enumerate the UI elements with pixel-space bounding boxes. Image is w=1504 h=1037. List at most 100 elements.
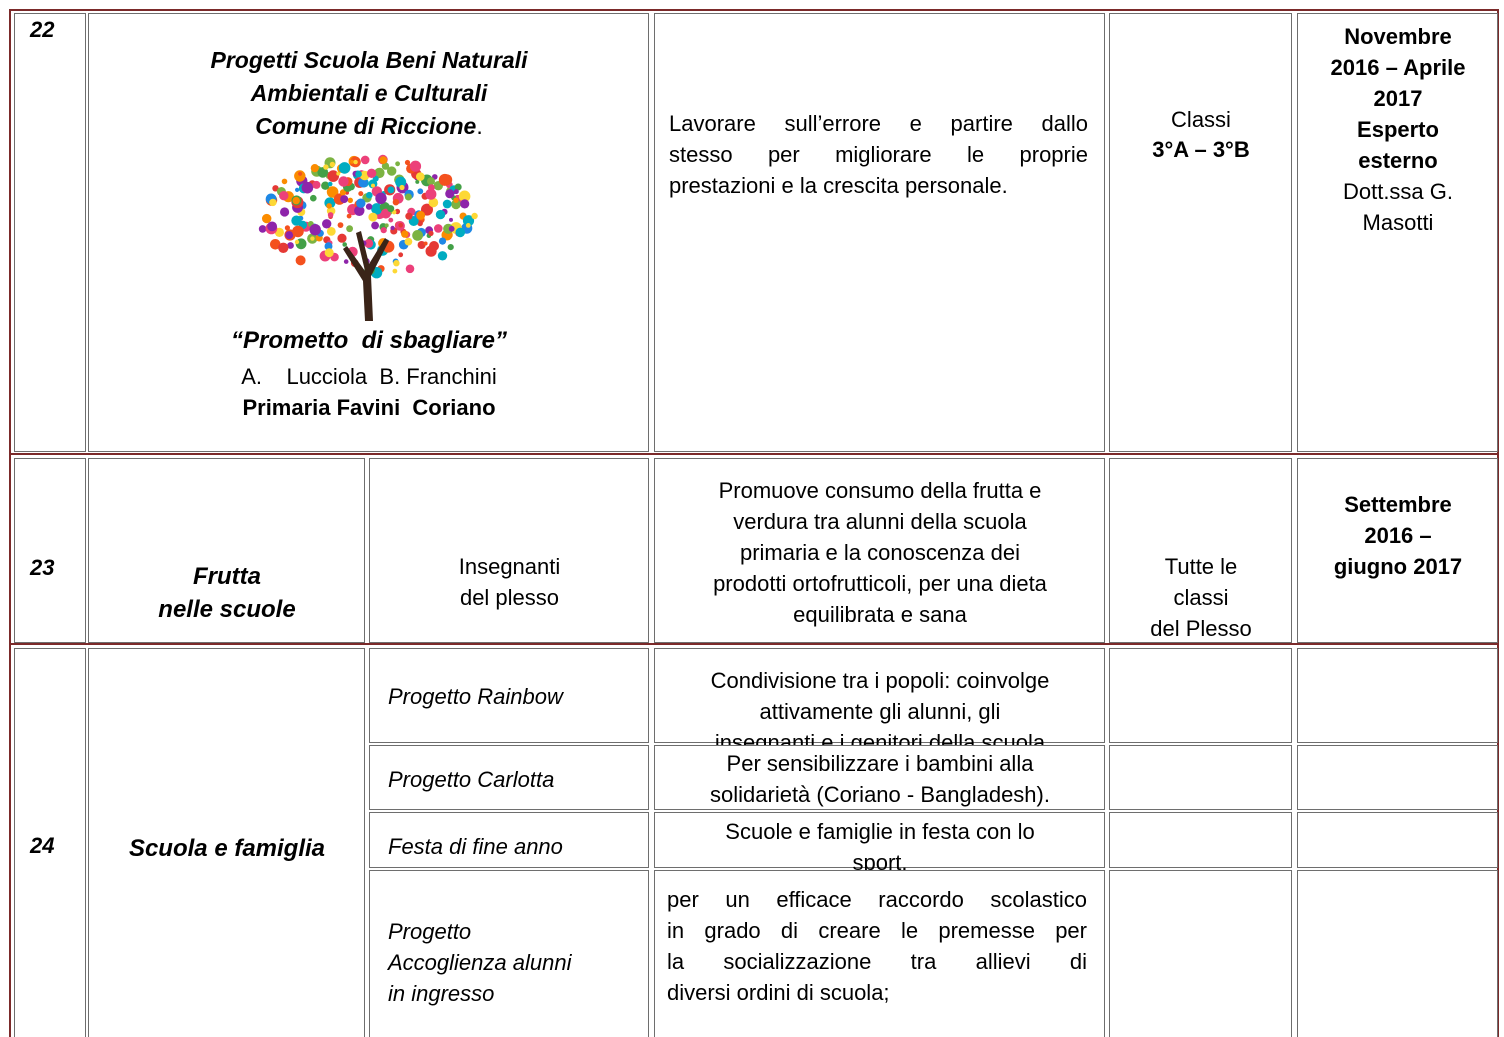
title-line: Frutta	[193, 563, 261, 590]
cell-responsible: Insegnanti del plesso	[369, 458, 649, 643]
tree-leaf	[284, 225, 290, 231]
tree-leaf	[438, 237, 447, 245]
tree-leaf	[379, 156, 388, 164]
tree-leaf	[355, 170, 362, 178]
tree-leaf	[371, 183, 375, 188]
tree-leaf	[462, 215, 475, 227]
tree-leaf	[310, 194, 317, 202]
tree-leaf	[346, 213, 352, 219]
responsible-line: Insegnanti	[458, 554, 561, 579]
row-number: 22	[30, 17, 55, 42]
tree-leaf	[294, 170, 306, 182]
period-line: 2016 –	[1364, 523, 1432, 548]
tree-leaf	[447, 244, 454, 251]
tree-leaf	[340, 195, 349, 204]
tree-leaf	[337, 233, 347, 243]
classes-line: Tutte le	[1164, 554, 1238, 579]
description-line: in grado di creare le premesse per	[667, 918, 1087, 943]
tree-leaf	[310, 236, 315, 241]
tree-leaf	[392, 199, 400, 206]
tree-leaf	[327, 181, 333, 187]
tree-leaf	[329, 161, 336, 168]
tree-leaf	[301, 181, 314, 194]
tree-leaf	[405, 264, 415, 274]
tree-leaf	[272, 185, 279, 192]
description-line: attivamente gli alunni, gli	[759, 699, 1001, 724]
tree-leaf	[441, 174, 453, 186]
tree-leaf	[298, 171, 303, 176]
cell-period	[1297, 870, 1498, 1037]
description-line: la socializzazione tra allievi di	[667, 949, 1087, 974]
tree-leaf	[292, 196, 300, 205]
tree-leaf	[338, 162, 351, 174]
cell-classes: Tutte le classi del Plesso	[1109, 458, 1292, 643]
tree-leaf	[455, 227, 466, 238]
tree-leaf	[278, 242, 289, 253]
project-name-line: in ingresso	[388, 981, 495, 1006]
tree-leaf	[292, 225, 304, 238]
tree-leaf	[434, 224, 443, 233]
tree-leaf	[401, 230, 409, 238]
description-line: verdura tra alunni della scuola	[733, 509, 1027, 534]
title-line: Ambientali e Culturali	[250, 80, 488, 106]
tree-leaf	[415, 179, 420, 184]
tree-leaf	[326, 227, 336, 236]
classes-line: Classi	[1171, 107, 1231, 132]
tree-leaf	[339, 189, 347, 196]
tree-leaf	[285, 231, 294, 240]
tree-leaf	[356, 198, 366, 208]
cell-period	[1297, 745, 1498, 810]
tree-leaf	[267, 221, 277, 232]
description-line: Condivisione tra i popoli: coinvolge	[710, 668, 1050, 693]
row-number: 23	[30, 555, 55, 580]
description-line: diversi ordini di scuola;	[667, 980, 890, 1005]
period-line: Esperto	[1357, 117, 1439, 142]
cell-period	[1297, 812, 1498, 868]
description-line: prestazioni e la crescita personale.	[669, 173, 1008, 198]
tree-leaf	[453, 189, 459, 195]
tree-leaf	[350, 159, 355, 164]
description-line: per un efficace raccordo scolastico	[667, 887, 1087, 912]
tree-leaf	[270, 239, 281, 250]
tree-leaf	[310, 164, 319, 173]
title-line: Progetti Scuola Beni Naturali	[210, 47, 528, 73]
cell-description: Promuove consumo della frutta e verdura …	[654, 458, 1105, 643]
tree-leaf	[294, 239, 300, 245]
tree-leaf	[368, 212, 378, 222]
cell-number: 23	[14, 458, 86, 643]
tree-leaf	[399, 184, 405, 191]
tree-leaf	[371, 203, 383, 215]
tree-leaf	[354, 205, 365, 216]
cell-project-name: Festa di fine anno	[369, 812, 649, 868]
cell-description: Lavorare sull’errore e partire dallo ste…	[654, 13, 1105, 452]
tree-leaf	[371, 221, 379, 230]
cell-classes	[1109, 812, 1292, 868]
tree-leaf	[287, 242, 294, 249]
description-line: primaria e la conoscenza dei	[739, 540, 1021, 565]
tree-leaf	[390, 225, 395, 231]
cell-description: Condivisione tra i popoli: coinvolge atti…	[654, 648, 1105, 755]
project-name-line: Progetto Rainbow	[388, 684, 563, 709]
cell-description: Per sensibilizzare i bambini alla solidar…	[654, 745, 1105, 810]
cell-project-name: Progetto Accoglienza alunni in ingresso	[369, 870, 649, 1037]
tree-leaf	[327, 170, 339, 182]
tree-leaf	[360, 155, 370, 165]
cell-title: Progetti Scuola Beni Naturali Ambientali…	[88, 13, 649, 452]
tree-leaf	[365, 203, 373, 210]
tree-leaf	[324, 242, 333, 251]
project-name-line: Progetto Carlotta	[388, 767, 555, 792]
tree-leaf	[448, 225, 455, 232]
tree-leaf	[409, 160, 422, 172]
cell-number: 22	[14, 13, 86, 452]
classes-line: 3°A – 3°B	[1152, 137, 1250, 162]
description-line: Lavorare sull’errore e partire dallo	[669, 111, 1088, 136]
tree-leaf	[417, 188, 424, 195]
cell-title: Frutta nelle scuole	[88, 458, 365, 643]
cell-description: per un efficace raccordo scolastico in gr…	[654, 870, 1105, 1037]
tree-leaf	[471, 212, 478, 220]
tree-trunk	[343, 231, 389, 321]
tree-leaf	[425, 188, 437, 200]
row-separator	[11, 453, 1498, 455]
cell-classes: Classi 3°A – 3°B	[1109, 13, 1292, 452]
